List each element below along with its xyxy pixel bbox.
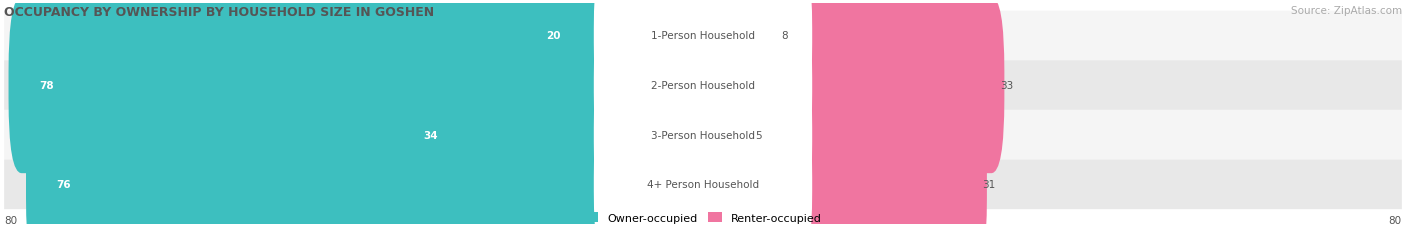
Legend: Owner-occupied, Renter-occupied: Owner-occupied, Renter-occupied [585, 213, 821, 223]
Text: OCCUPANCY BY OWNERSHIP BY HOUSEHOLD SIZE IN GOSHEN: OCCUPANCY BY OWNERSHIP BY HOUSEHOLD SIZE… [4, 6, 434, 18]
Text: 33: 33 [1000, 81, 1014, 91]
Text: 76: 76 [56, 179, 72, 189]
Text: 80: 80 [4, 215, 17, 225]
Text: 3-Person Household: 3-Person Household [651, 130, 755, 140]
FancyBboxPatch shape [4, 12, 1402, 61]
FancyBboxPatch shape [690, 97, 987, 231]
FancyBboxPatch shape [593, 0, 813, 117]
FancyBboxPatch shape [25, 97, 716, 231]
Text: 5: 5 [755, 130, 762, 140]
FancyBboxPatch shape [593, 5, 813, 167]
FancyBboxPatch shape [392, 47, 716, 223]
Text: 80: 80 [1389, 215, 1402, 225]
FancyBboxPatch shape [4, 110, 1402, 160]
Text: 31: 31 [983, 179, 995, 189]
Text: 4+ Person Household: 4+ Person Household [647, 179, 759, 189]
FancyBboxPatch shape [8, 0, 716, 173]
Text: 8: 8 [782, 31, 789, 41]
Text: 2-Person Household: 2-Person Household [651, 81, 755, 91]
Text: Source: ZipAtlas.com: Source: ZipAtlas.com [1291, 6, 1402, 15]
FancyBboxPatch shape [690, 0, 1004, 173]
FancyBboxPatch shape [593, 103, 813, 231]
Text: 1-Person Household: 1-Person Household [651, 31, 755, 41]
FancyBboxPatch shape [4, 160, 1402, 209]
FancyBboxPatch shape [4, 61, 1402, 110]
Text: 34: 34 [423, 130, 439, 140]
Text: 78: 78 [39, 81, 53, 91]
FancyBboxPatch shape [593, 54, 813, 216]
Text: 20: 20 [546, 31, 560, 41]
FancyBboxPatch shape [690, 47, 759, 223]
FancyBboxPatch shape [690, 0, 786, 124]
FancyBboxPatch shape [515, 0, 716, 124]
